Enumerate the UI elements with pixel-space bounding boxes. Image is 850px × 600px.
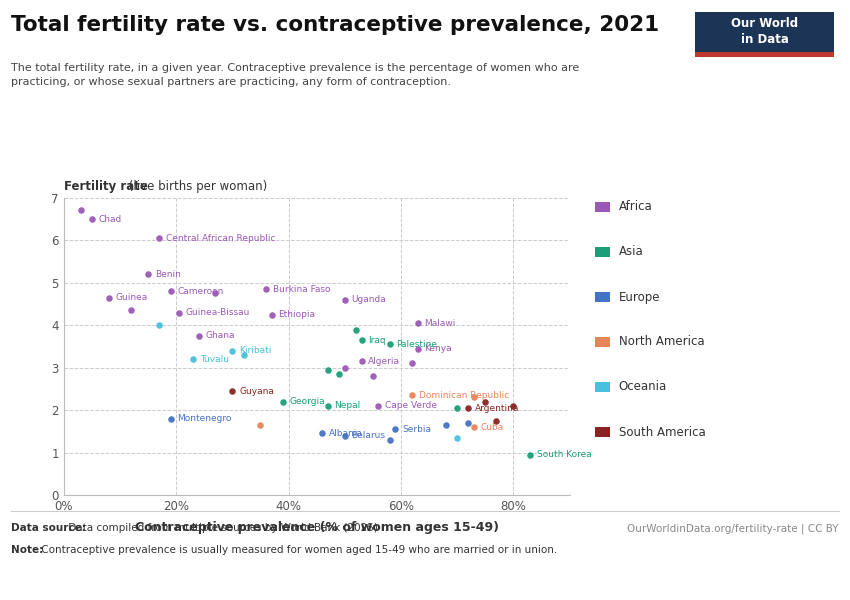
- Text: Burkina Faso: Burkina Faso: [273, 285, 331, 294]
- Point: [225, 346, 239, 356]
- Point: [265, 310, 279, 319]
- Text: Nepal: Nepal: [335, 401, 361, 410]
- Point: [371, 401, 385, 411]
- Text: Data source:: Data source:: [11, 523, 86, 533]
- Text: Malawi: Malawi: [424, 319, 456, 328]
- Text: Cape Verde: Cape Verde: [385, 401, 437, 410]
- Point: [208, 289, 222, 298]
- Point: [124, 305, 138, 315]
- Point: [315, 428, 329, 438]
- Text: Central African Republic: Central African Republic: [166, 234, 275, 243]
- Point: [152, 233, 166, 243]
- Point: [237, 350, 251, 360]
- Point: [85, 214, 99, 224]
- Point: [439, 420, 453, 430]
- Text: Total fertility rate vs. contraceptive prevalence, 2021: Total fertility rate vs. contraceptive p…: [11, 15, 659, 35]
- Text: Kenya: Kenya: [424, 344, 452, 353]
- Point: [366, 371, 380, 381]
- Point: [468, 392, 481, 402]
- Point: [338, 295, 352, 305]
- Text: Ghana: Ghana: [206, 331, 235, 340]
- Point: [411, 344, 424, 353]
- Point: [507, 401, 520, 411]
- Text: Kiribati: Kiribati: [239, 346, 271, 355]
- Point: [186, 355, 200, 364]
- Text: Belarus: Belarus: [351, 431, 385, 440]
- Text: Oceania: Oceania: [619, 380, 667, 394]
- Text: Africa: Africa: [619, 200, 653, 214]
- Point: [382, 340, 396, 349]
- Text: Georgia: Georgia: [290, 397, 326, 406]
- Point: [259, 284, 273, 294]
- Text: Guinea: Guinea: [116, 293, 148, 302]
- Point: [332, 369, 346, 379]
- Point: [450, 433, 464, 443]
- Point: [490, 416, 503, 425]
- Point: [405, 359, 419, 368]
- Text: Asia: Asia: [619, 245, 643, 259]
- Text: Chad: Chad: [99, 215, 122, 224]
- Point: [102, 293, 116, 302]
- Text: Uganda: Uganda: [351, 295, 386, 304]
- Point: [164, 414, 178, 424]
- Point: [74, 205, 88, 215]
- Text: Fertility rate: Fertility rate: [64, 180, 148, 193]
- Point: [152, 320, 166, 330]
- Text: The total fertility rate, in a given year. Contraceptive prevalence is the perce: The total fertility rate, in a given yea…: [11, 63, 580, 88]
- Text: Benin: Benin: [155, 270, 181, 279]
- Text: Serbia: Serbia: [402, 425, 431, 434]
- Point: [173, 308, 186, 317]
- Text: Guinea-Bissau: Guinea-Bissau: [185, 308, 250, 317]
- Point: [349, 325, 363, 334]
- Point: [462, 418, 475, 428]
- Text: South America: South America: [619, 425, 706, 439]
- Text: Our World
in Data: Our World in Data: [731, 17, 798, 46]
- Text: North America: North America: [619, 335, 705, 349]
- Point: [225, 386, 239, 396]
- Text: Albania: Albania: [329, 429, 363, 438]
- Text: South Korea: South Korea: [537, 450, 592, 459]
- Text: Cuba: Cuba: [481, 422, 504, 431]
- Point: [462, 403, 475, 413]
- Point: [338, 363, 352, 373]
- Point: [253, 420, 267, 430]
- Text: Iraq: Iraq: [368, 335, 386, 344]
- Point: [524, 450, 537, 460]
- Text: Europe: Europe: [619, 290, 660, 304]
- Text: Data compiled from multiple sources by World Bank (2025): Data compiled from multiple sources by W…: [65, 523, 377, 533]
- Text: Montenegro: Montenegro: [178, 414, 232, 423]
- Text: Ethiopia: Ethiopia: [279, 310, 315, 319]
- Point: [388, 424, 402, 434]
- Point: [338, 431, 352, 440]
- Text: Dominican Republic: Dominican Republic: [419, 391, 509, 400]
- Point: [450, 403, 464, 413]
- Point: [276, 397, 290, 406]
- Text: Algeria: Algeria: [368, 357, 400, 366]
- Point: [354, 335, 368, 345]
- Text: Argentina: Argentina: [475, 404, 519, 413]
- Point: [405, 391, 419, 400]
- Point: [321, 365, 335, 374]
- Text: Tuvalu: Tuvalu: [200, 355, 229, 364]
- Point: [164, 287, 178, 296]
- Text: Guyana: Guyana: [239, 386, 274, 395]
- Point: [354, 356, 368, 366]
- Text: (live births per woman): (live births per woman): [125, 180, 267, 193]
- Point: [411, 319, 424, 328]
- X-axis label: Contraceptive prevalence (% of women ages 15-49): Contraceptive prevalence (% of women age…: [134, 521, 499, 534]
- Text: Cameroon: Cameroon: [178, 287, 224, 296]
- Point: [468, 422, 481, 432]
- Point: [321, 401, 335, 411]
- Point: [382, 435, 396, 445]
- Point: [192, 331, 206, 341]
- Point: [141, 269, 155, 279]
- Text: Contraceptive prevalence is usually measured for women aged 15-49 who are marrie: Contraceptive prevalence is usually meas…: [38, 545, 558, 555]
- Text: OurWorldinData.org/fertility-rate | CC BY: OurWorldinData.org/fertility-rate | CC B…: [627, 523, 839, 534]
- Text: Palestine: Palestine: [396, 340, 438, 349]
- Point: [479, 397, 492, 406]
- Text: Note:: Note:: [11, 545, 43, 555]
